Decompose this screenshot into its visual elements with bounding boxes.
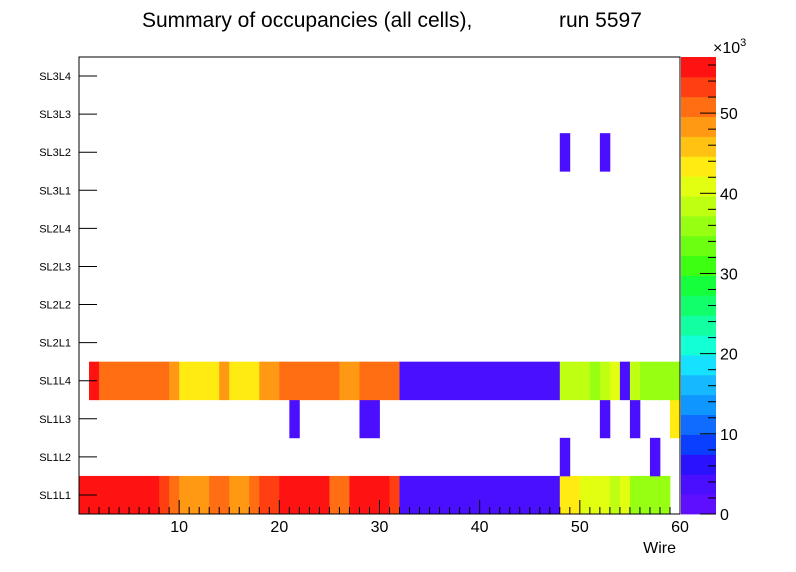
heatmap-cell-sl1l4 [179,361,220,401]
heatmap-cell-sl1l1 [389,475,400,515]
color-scale-band [681,96,716,118]
heatmap-cell-sl1l1 [619,475,631,515]
heatmap-cell-sl1l3 [669,399,681,439]
heatmap-cell-sl1l3 [629,399,641,439]
color-scale-band [681,275,716,296]
heatmap-cell-sl1l4 [559,361,591,401]
y-axis: SL1L1 SL1L2 SL1L3 SL1L4 SL2L1 SL2L2 SL2L3 SL2L4… [39,71,97,502]
z-tick-label: 40 [720,186,738,203]
heatmap-cell-sl3l2 [559,133,571,172]
z-tick-label: 0 [720,507,729,524]
heatmap-cell-sl1l1 [209,475,230,515]
color-scale-band [681,315,716,336]
heatmap-cell-sl1l4 [609,361,621,401]
color-scale-band [681,235,716,257]
z-tick-label: 10 [720,427,738,444]
y-tick-label: SL3L1 [39,185,71,197]
color-scale-axis: 0 10 20 30 40 50 [700,64,738,524]
heatmap-cell-sl1l1 [279,475,330,515]
color-scale-band [681,394,716,416]
y-tick-label: SL1L1 [39,490,71,502]
heatmap-cell-sl1l1 [159,475,170,515]
heatmap-cell-sl3l2 [599,133,611,172]
chart-run-label: run 5597 [559,9,642,32]
z-tick-label: 30 [720,267,738,284]
heatmap-cell-sl1l1 [609,475,621,515]
heatmap-cell-sl1l4 [259,361,280,401]
color-scale-band [681,295,716,316]
heatmap-cell-sl1l4 [599,361,611,401]
y-tick-label: SL2L2 [39,300,71,312]
y-tick-label: SL1L2 [39,452,71,464]
heatmap-cell-sl1l1 [229,475,250,515]
color-scale-band [681,215,716,237]
color-scale-band [681,156,716,177]
y-tick-label: SL2L4 [39,223,71,235]
color-scale [681,57,716,515]
heatmap-cell-sl1l1 [329,475,350,515]
color-scale-band [681,374,716,396]
color-scale-exponent: ×103 [713,37,746,57]
heatmap-cell-sl1l4 [99,361,170,401]
x-tick-label: 20 [270,519,288,536]
color-scale-band [681,196,716,217]
y-tick-label: SL1L3 [39,414,71,426]
heatmap-cell-sl1l1 [249,475,260,515]
x-tick-label: 60 [671,519,689,536]
heatmap-cell-sl1l4 [359,361,400,401]
x-tick-label: 30 [371,519,389,536]
x-tick-label: 40 [471,519,489,536]
heatmap-cell-sl1l2 [649,437,661,477]
heatmap-cell-sl1l4 [229,361,260,401]
color-scale-band [681,494,716,515]
heatmap-cell-sl1l4 [339,361,360,401]
heatmap-cell-sl1l1 [179,475,210,515]
color-scale-band [681,57,716,78]
z-tick-label: 20 [720,347,738,364]
color-scale-band [681,335,716,356]
heatmap-cell-sl1l4 [589,361,601,401]
y-tick-label: SL2L1 [39,338,71,350]
y-tick-label: SL3L4 [39,71,71,83]
heatmap-cell-sl1l3 [289,399,300,439]
heatmap-cell-sl1l3 [599,399,611,439]
x-axis: 10 20 30 40 50 60 [88,500,689,536]
heatmap-cell-sl1l1 [259,475,280,515]
x-axis-title: Wire [643,540,676,557]
y-tick-label: SL3L3 [39,109,71,121]
heatmap-cells [79,133,681,515]
heatmap-cell-sl1l4 [169,361,180,401]
heatmap-cell-sl1l1 [169,475,180,515]
heatmap-cell-sl1l4 [279,361,340,401]
color-scale-band [681,136,716,157]
z-tick-label: 50 [720,106,738,123]
y-tick-label: SL3L2 [39,147,71,159]
heatmap-cell-sl1l1 [579,475,611,515]
heatmap-cell-sl1l4 [639,361,681,401]
heatmap-cell-sl1l4 [629,361,641,401]
y-tick-label: SL1L4 [39,376,71,388]
heatmap-cell-sl1l4 [399,361,561,401]
plot-frame [78,56,681,515]
color-scale-band [681,176,716,197]
color-scale-band [681,255,716,276]
heatmap-cell-sl1l4 [619,361,631,401]
heatmap-cell-sl1l1 [559,475,581,515]
heatmap-cell-sl1l2 [559,437,571,477]
color-scale-band [681,454,716,475]
heatmap-cell-sl1l4 [219,361,230,401]
x-tick-label: 50 [571,519,589,536]
color-scale-band [681,414,716,435]
chart-title: Summary of occupancies (all cells), [142,9,472,32]
heatmap-cell-sl1l3 [359,399,380,439]
x-tick-label: 10 [170,519,188,536]
color-scale-band [681,76,716,98]
color-scale-band [681,355,716,376]
y-tick-label: SL2L3 [39,262,71,274]
color-scale-band [681,434,716,455]
color-scale-band [681,116,716,137]
color-scale-band [681,474,716,495]
